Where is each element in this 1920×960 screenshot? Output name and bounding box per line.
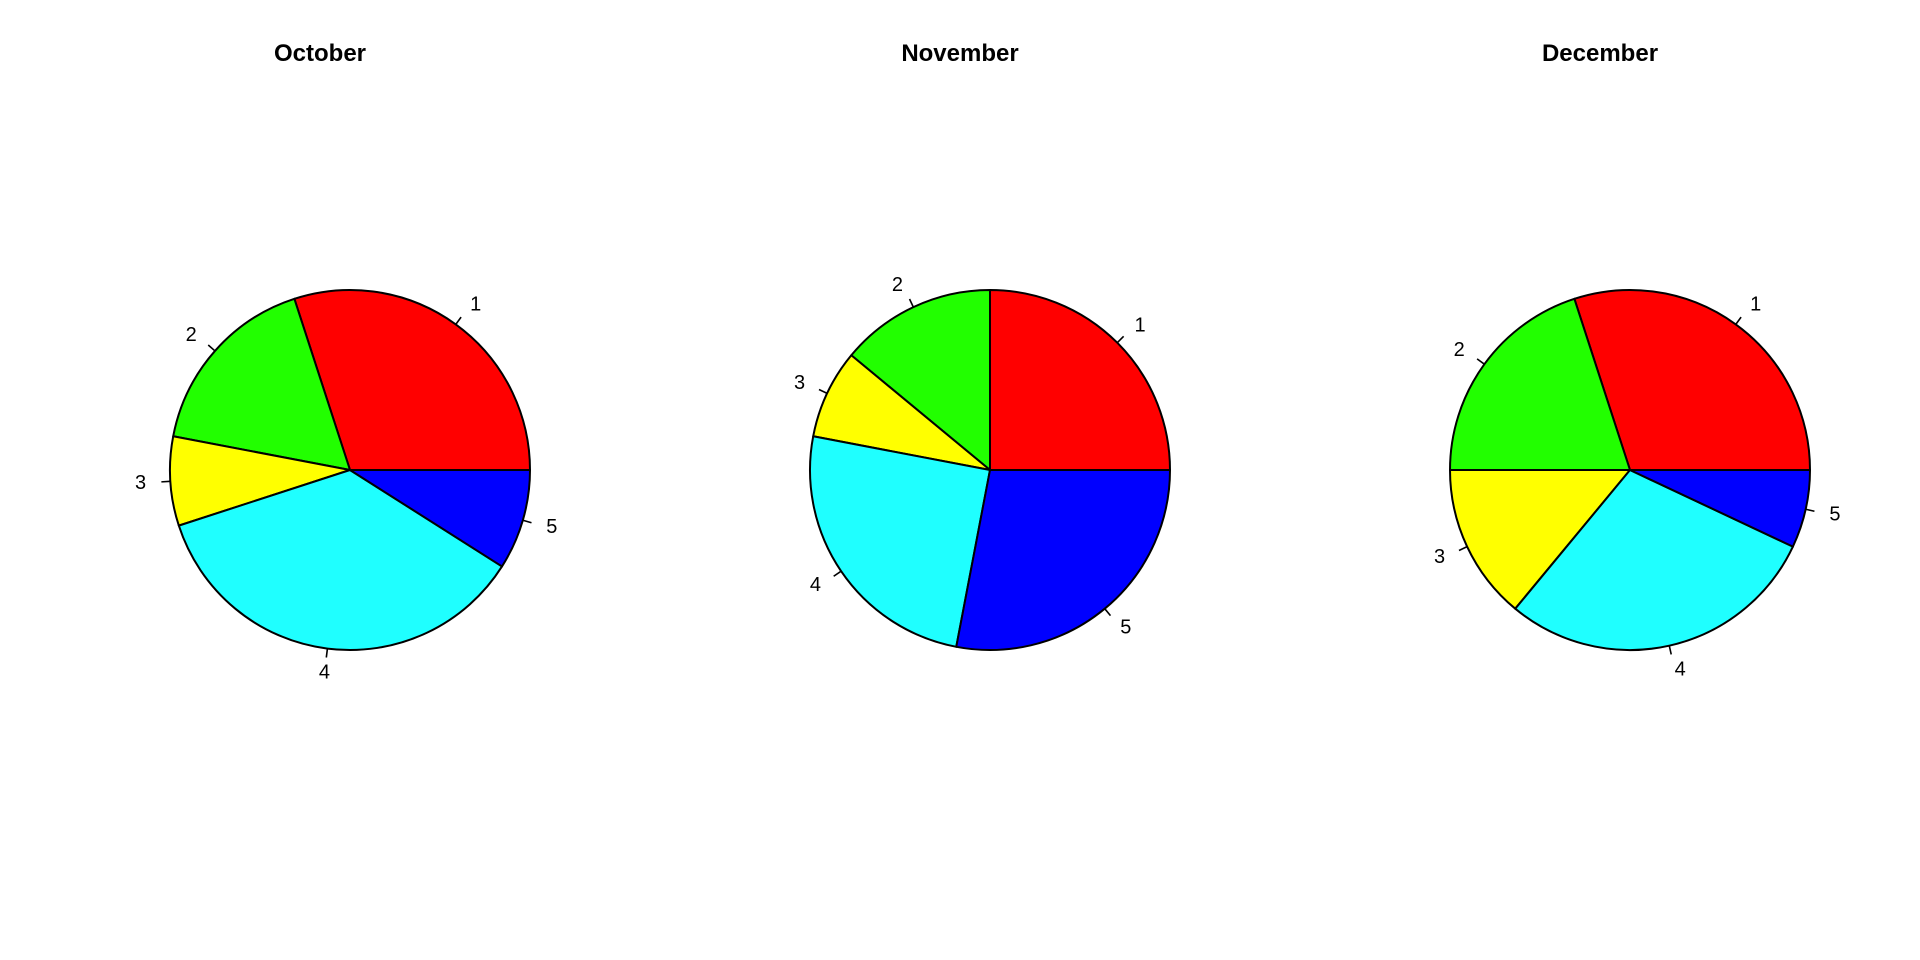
pie-slice-1 <box>1573 289 1811 471</box>
slice-label-tick <box>161 480 171 483</box>
pie-slice-5 <box>955 469 1171 651</box>
pie-slice-1 <box>989 289 1171 471</box>
slice-label-tick <box>325 648 329 658</box>
pie-chart-december: 1 2 3 4 5 <box>1434 289 1841 680</box>
slice-label-tick <box>522 519 532 524</box>
slice-label-tick <box>818 388 828 395</box>
slice-label-tick <box>1116 335 1125 344</box>
slice-label-tick <box>1104 608 1112 617</box>
pie-chart-october: 1 2 3 4 5 <box>135 289 557 684</box>
slice-label: 1 <box>470 294 481 316</box>
slice-label-tick <box>1668 645 1673 655</box>
pie-slice-2 <box>850 289 991 471</box>
pie-slice-3 <box>169 435 351 527</box>
slice-label: 4 <box>319 662 330 684</box>
pie-slice-2 <box>1449 297 1631 471</box>
chart-title: December <box>1541 40 1659 67</box>
slice-label-tick <box>1805 508 1815 513</box>
slice-label: 2 <box>1454 339 1465 361</box>
slice-label-tick <box>1735 316 1742 325</box>
slice-label-tick <box>455 316 462 325</box>
chart-title: October <box>273 40 366 67</box>
pie-panel-december: December 1 2 3 4 5 <box>1280 0 1920 960</box>
chart-title: November <box>901 40 1019 67</box>
pie-slice-1 <box>293 289 531 471</box>
slice-label: 5 <box>1120 616 1131 638</box>
slice-label: 3 <box>135 472 146 494</box>
pie-slice-5 <box>1629 469 1811 548</box>
slice-label: 2 <box>186 324 197 346</box>
slice-label: 2 <box>892 274 903 296</box>
pie-panel-november: November 1 2 3 4 5 <box>640 0 1280 960</box>
pie-slice-4 <box>809 435 991 648</box>
slice-label: 1 <box>1750 294 1761 316</box>
slice-label-tick <box>1458 545 1468 552</box>
slice-label: 5 <box>1829 504 1840 526</box>
pie-chart-november: 1 2 3 4 5 <box>794 274 1171 651</box>
pie-slice-2 <box>172 297 351 471</box>
pie-slice-3 <box>1449 469 1631 610</box>
slice-label-tick <box>207 344 216 352</box>
slice-label-tick <box>833 570 842 577</box>
slice-label-tick <box>908 298 915 308</box>
slice-label-tick <box>1476 358 1485 365</box>
slice-label: 3 <box>1434 546 1445 568</box>
slice-label: 1 <box>1134 315 1145 337</box>
slice-label: 4 <box>1675 658 1686 680</box>
pie-slice-3 <box>812 354 991 471</box>
slice-label: 3 <box>794 372 805 394</box>
slice-label: 4 <box>810 574 821 596</box>
slice-label: 5 <box>546 516 557 538</box>
pie-slice-4 <box>177 469 503 651</box>
pie-panel-october: October 1 2 3 4 5 <box>0 0 640 960</box>
